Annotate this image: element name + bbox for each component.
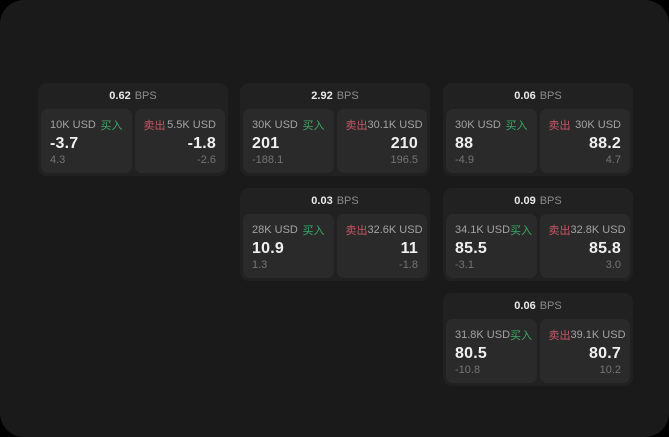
sell-action-label: 卖出 <box>345 120 368 132</box>
spread-header: 0.62 BPS <box>41 83 225 109</box>
buy-amount: 10K USD <box>50 119 96 131</box>
spread-header: 0.06 BPS <box>446 293 630 319</box>
quote-card: 0.06 BPS 30K USD 买入 88 -4.9 卖出 30K USD 8… <box>443 83 633 176</box>
sell-panel[interactable]: 卖出 32.6K USD 11 -1.8 <box>336 214 427 278</box>
sell-delta: -2.6 <box>197 154 216 166</box>
buy-action-label: 买入 <box>505 120 528 132</box>
buy-amount: 31.8K USD <box>455 329 511 341</box>
spread-value: 0.62 <box>109 90 131 102</box>
quote-panels: 28K USD 买入 10.9 1.3 卖出 32.6K USD 11 -1.8 <box>243 214 427 278</box>
spread-header: 0.09 BPS <box>446 188 630 214</box>
sell-panel[interactable]: 卖出 30.1K USD 210 196.5 <box>336 109 427 173</box>
buy-panel[interactable]: 10K USD 买入 -3.7 4.3 <box>41 109 132 173</box>
sell-panel[interactable]: 卖出 39.1K USD 80.7 10.2 <box>539 319 630 383</box>
sell-action-label: 卖出 <box>548 120 571 132</box>
buy-panel[interactable]: 31.8K USD 买入 80.5 -10.8 <box>446 319 537 383</box>
quote-panels: 30K USD 买入 88 -4.9 卖出 30K USD 88.2 4.7 <box>446 109 630 173</box>
sell-delta: 4.7 <box>605 154 621 166</box>
quote-panels: 34.1K USD 买入 85.5 -3.1 卖出 32.8K USD 85.8… <box>446 214 630 278</box>
buy-price: 85.5 <box>455 240 487 257</box>
quote-card: 0.62 BPS 10K USD 买入 -3.7 4.3 卖出 5.5K USD… <box>38 83 228 176</box>
buy-delta: -188.1 <box>252 154 284 166</box>
buy-panel[interactable]: 30K USD 买入 88 -4.9 <box>446 109 537 173</box>
sell-price: 85.8 <box>589 240 621 257</box>
buy-action-label: 买入 <box>302 120 325 132</box>
sell-amount: 32.8K USD <box>570 224 626 236</box>
spread-unit: BPS <box>539 300 562 312</box>
buy-panel[interactable]: 30K USD 买入 201 -188.1 <box>243 109 334 173</box>
sell-action-label: 卖出 <box>548 330 571 342</box>
sell-amount: 5.5K USD <box>167 119 216 131</box>
quote-card: 0.03 BPS 28K USD 买入 10.9 1.3 卖出 32.6K US… <box>240 188 430 281</box>
spread-unit: BPS <box>336 195 359 207</box>
spread-header: 0.06 BPS <box>446 83 630 109</box>
buy-price: 10.9 <box>252 240 284 257</box>
spread-unit: BPS <box>336 90 359 102</box>
sell-delta: -1.8 <box>399 259 418 271</box>
quote-card: 2.92 BPS 30K USD 买入 201 -188.1 卖出 30.1K … <box>240 83 430 176</box>
quote-panels: 30K USD 买入 201 -188.1 卖出 30.1K USD 210 1… <box>243 109 427 173</box>
spread-unit: BPS <box>539 195 562 207</box>
buy-price: 201 <box>252 135 280 152</box>
sell-action-label: 卖出 <box>548 225 571 237</box>
buy-delta: -10.8 <box>455 364 481 376</box>
sell-amount: 30K USD <box>575 119 621 131</box>
sell-price: 80.7 <box>589 345 621 362</box>
sell-panel[interactable]: 卖出 30K USD 88.2 4.7 <box>539 109 630 173</box>
buy-delta: 4.3 <box>50 154 66 166</box>
spread-unit: BPS <box>539 90 562 102</box>
quote-card: 0.09 BPS 34.1K USD 买入 85.5 -3.1 卖出 32.8K… <box>443 188 633 281</box>
buy-action-label: 买入 <box>100 120 123 132</box>
quote-panels: 31.8K USD 买入 80.5 -10.8 卖出 39.1K USD 80.… <box>446 319 630 383</box>
sell-price: 11 <box>400 240 418 257</box>
sell-delta: 196.5 <box>390 154 418 166</box>
sell-amount: 39.1K USD <box>570 329 626 341</box>
buy-action-label: 买入 <box>510 330 533 342</box>
sell-price: 88.2 <box>589 135 621 152</box>
sell-price: -1.8 <box>187 135 216 152</box>
quote-panels: 10K USD 买入 -3.7 4.3 卖出 5.5K USD -1.8 -2.… <box>41 109 225 173</box>
buy-action-label: 买入 <box>302 225 325 237</box>
buy-amount: 34.1K USD <box>455 224 511 236</box>
buy-delta: -4.9 <box>455 154 474 166</box>
buy-amount: 28K USD <box>252 224 298 236</box>
sell-panel[interactable]: 卖出 5.5K USD -1.8 -2.6 <box>134 109 225 173</box>
spread-value: 0.06 <box>514 300 536 312</box>
buy-delta: 1.3 <box>252 259 268 271</box>
spread-value: 2.92 <box>311 90 333 102</box>
sell-delta: 3.0 <box>605 259 621 271</box>
spread-value: 0.09 <box>514 195 536 207</box>
spread-value: 0.06 <box>514 90 536 102</box>
sell-amount: 32.6K USD <box>367 224 423 236</box>
buy-action-label: 买入 <box>510 225 533 237</box>
sell-delta: 10.2 <box>599 364 621 376</box>
spread-value: 0.03 <box>311 195 333 207</box>
buy-amount: 30K USD <box>455 119 501 131</box>
buy-price: 80.5 <box>455 345 487 362</box>
sell-action-label: 卖出 <box>143 120 166 132</box>
buy-price: -3.7 <box>50 135 79 152</box>
sell-price: 210 <box>390 135 418 152</box>
buy-amount: 30K USD <box>252 119 298 131</box>
buy-panel[interactable]: 34.1K USD 买入 85.5 -3.1 <box>446 214 537 278</box>
spread-header: 0.03 BPS <box>243 188 427 214</box>
buy-panel[interactable]: 28K USD 买入 10.9 1.3 <box>243 214 334 278</box>
sell-panel[interactable]: 卖出 32.8K USD 85.8 3.0 <box>539 214 630 278</box>
quote-card: 0.06 BPS 31.8K USD 买入 80.5 -10.8 卖出 39.1… <box>443 293 633 386</box>
spread-unit: BPS <box>134 90 157 102</box>
spread-header: 2.92 BPS <box>243 83 427 109</box>
sell-action-label: 卖出 <box>345 225 368 237</box>
sell-amount: 30.1K USD <box>367 119 423 131</box>
buy-price: 88 <box>455 135 474 152</box>
buy-delta: -3.1 <box>455 259 474 271</box>
